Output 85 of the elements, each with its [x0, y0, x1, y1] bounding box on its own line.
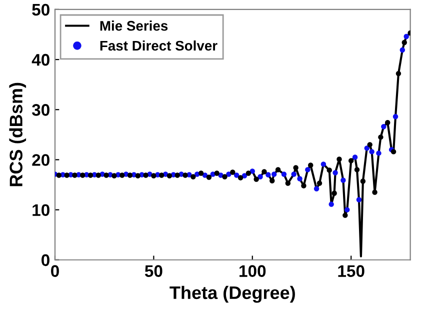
point [174, 172, 180, 178]
point [80, 172, 86, 178]
point [238, 175, 244, 180]
point [378, 134, 384, 140]
point [369, 149, 374, 154]
y-tick-label: 20 [32, 154, 50, 166]
point [120, 172, 125, 178]
point [234, 172, 240, 178]
point [88, 172, 94, 178]
point [381, 124, 386, 130]
y-tick-label: 10 [32, 204, 50, 216]
point [297, 176, 302, 182]
point [281, 172, 287, 177]
point [402, 40, 407, 46]
point [344, 207, 350, 212]
point [198, 170, 204, 176]
legend-label: Fast Direct Solver [100, 40, 218, 51]
point [360, 178, 366, 184]
point [404, 34, 409, 40]
y-tick-label: 0 [42, 254, 50, 266]
y-tick-label: 30 [32, 104, 50, 116]
point [326, 168, 332, 173]
point [262, 169, 267, 174]
point [336, 156, 342, 162]
point [275, 167, 281, 172]
point [372, 190, 378, 195]
point [314, 186, 320, 192]
point [143, 172, 148, 178]
y-axis-title: RCS (dBsm) [9, 82, 26, 186]
point [340, 178, 346, 183]
point [320, 162, 326, 167]
point [293, 165, 298, 170]
legend-label: Mie Series [100, 20, 168, 31]
point [385, 120, 390, 126]
point [222, 174, 228, 180]
point [332, 170, 338, 176]
point [354, 167, 360, 172]
point [258, 174, 263, 180]
point [166, 173, 172, 178]
point [308, 162, 314, 168]
point [72, 172, 78, 178]
point [367, 142, 372, 148]
point [56, 172, 62, 178]
point [214, 170, 220, 176]
point [352, 154, 358, 160]
point [316, 180, 322, 186]
x-tick-label: 50 [144, 265, 162, 277]
x-axis-title: Theta (Degree) [170, 286, 295, 303]
point [254, 176, 259, 182]
x-tick-label: 150 [338, 265, 364, 277]
point [400, 47, 406, 53]
point [230, 170, 236, 175]
y-tick-label: 40 [32, 54, 50, 66]
point [151, 173, 156, 178]
point [206, 174, 212, 180]
x-tick-label: 0 [51, 265, 59, 277]
point [332, 190, 337, 196]
point [270, 178, 275, 184]
point [246, 170, 252, 176]
point [250, 168, 255, 174]
point [356, 197, 362, 202]
x-tick-label: 100 [240, 265, 266, 277]
point [392, 114, 398, 120]
point [301, 183, 306, 188]
point [127, 172, 133, 178]
point [272, 172, 277, 177]
y-tick-label: 50 [32, 4, 50, 16]
point [190, 174, 196, 180]
point [182, 172, 188, 178]
point [328, 202, 334, 207]
point [342, 212, 348, 218]
point [364, 146, 370, 151]
point [104, 172, 109, 178]
point [96, 172, 102, 178]
point [396, 70, 402, 76]
point [135, 173, 140, 178]
point [158, 172, 164, 178]
point [305, 167, 310, 172]
point [291, 172, 296, 177]
point [112, 173, 117, 178]
point [64, 172, 70, 178]
point [376, 150, 382, 156]
point [285, 180, 291, 186]
point [266, 172, 271, 178]
point [348, 158, 354, 164]
